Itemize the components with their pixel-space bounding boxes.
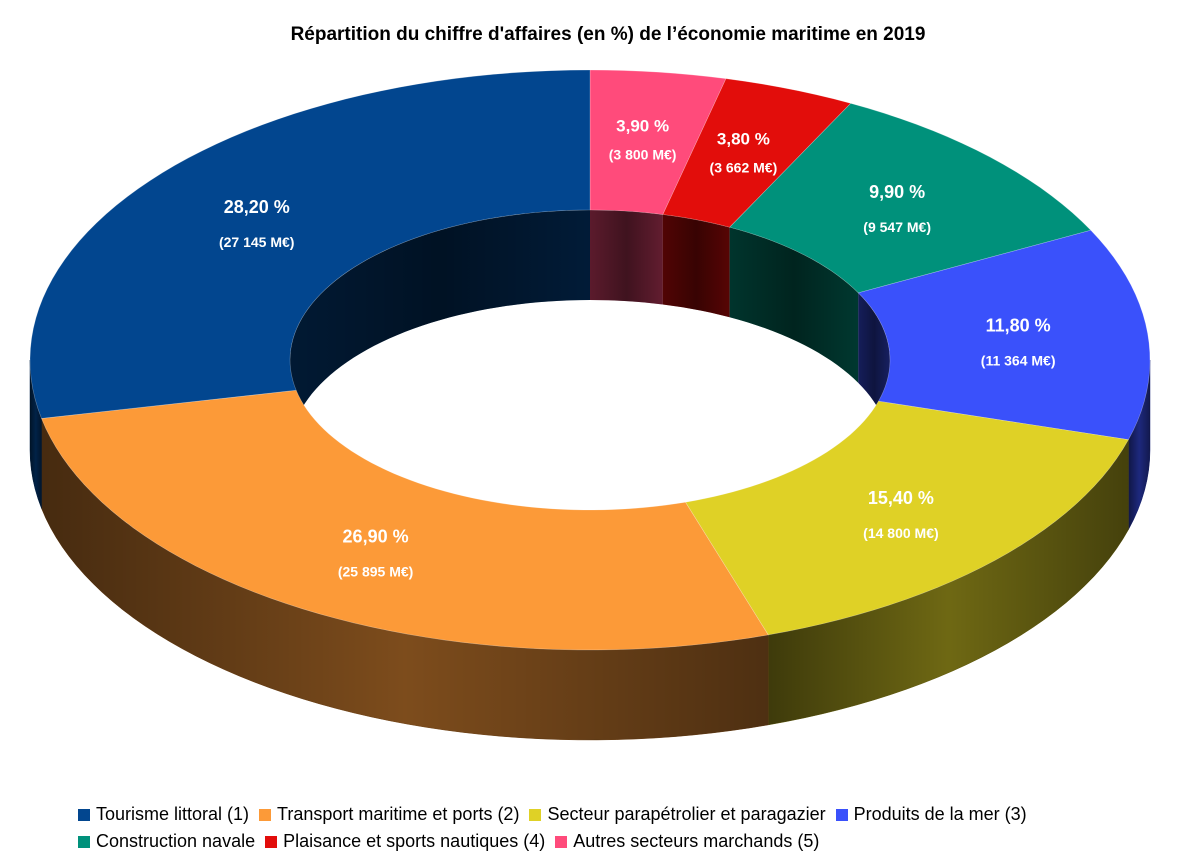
inner-wall-shade bbox=[290, 210, 590, 450]
slice-tops bbox=[29, 69, 1151, 651]
legend-row: Tourisme littoral (1) Transport maritime … bbox=[78, 801, 1178, 828]
legend-item: Secteur parapétrolier et paragazier bbox=[529, 804, 826, 825]
legend-label: Transport maritime et ports (2) bbox=[277, 804, 520, 824]
slice-0 bbox=[29, 69, 591, 419]
slice-labels: 3,90 % (3 800 M€) 3,80 % (3 662 M€) 9,90 % (9… bbox=[219, 117, 1056, 580]
legend-swatch bbox=[78, 835, 90, 848]
legend-label: Tourisme littoral (1) bbox=[96, 804, 250, 824]
slice-amount-label: (25 895 M€) bbox=[338, 564, 413, 580]
outer-walls bbox=[29, 359, 1151, 741]
legend-swatch bbox=[555, 835, 568, 848]
legend-item: Autres secteurs marchands (5) bbox=[555, 831, 819, 852]
slice-amount-label: (3 800 M€) bbox=[609, 147, 677, 163]
slice-pct-label: 11,80 % bbox=[986, 316, 1051, 336]
legend-label: Produits de la mer (3) bbox=[853, 804, 1027, 824]
legend-swatch bbox=[78, 808, 90, 821]
outer-wall-shade bbox=[41, 418, 769, 740]
inner-wall-shade bbox=[729, 227, 859, 383]
legend-item: Construction navale bbox=[78, 831, 255, 852]
legend-swatch bbox=[259, 808, 272, 821]
slice-amount-label: (11 364 M€) bbox=[981, 353, 1056, 369]
legend-label: Plaisance et sports nautiques (4) bbox=[283, 831, 546, 851]
chart-title: Répartition du chiffre d'affaires (en %)… bbox=[290, 24, 926, 45]
inner-wall-shade bbox=[590, 210, 663, 305]
outer-wall-shade bbox=[768, 439, 1129, 725]
legend-row: Construction navale Plaisance et sports n… bbox=[78, 828, 1178, 855]
legend-swatch bbox=[265, 835, 278, 848]
slice-pct-label: 15,40 % bbox=[868, 488, 934, 508]
inner-wall-shade bbox=[662, 214, 730, 318]
slice-pct-label: 3,80 % bbox=[717, 129, 770, 148]
legend-item: Transport maritime et ports (2) bbox=[259, 804, 519, 825]
legend-swatch bbox=[835, 808, 848, 821]
donut-chart: 3,90 % (3 800 M€) 3,80 % (3 662 M€) 9,90 % (9… bbox=[29, 69, 1151, 741]
outer-wall-shade bbox=[1128, 360, 1150, 530]
slice-pct-label: 26,90 % bbox=[343, 527, 409, 547]
slice-amount-label: (27 145 M€) bbox=[219, 234, 294, 250]
legend-swatch bbox=[529, 808, 542, 821]
slice-amount-label: (3 662 M€) bbox=[710, 159, 778, 175]
slice-amount-label: (14 800 M€) bbox=[863, 525, 938, 541]
legend-item: Tourisme littoral (1) bbox=[78, 804, 249, 825]
slice-amount-label: (9 547 M€) bbox=[863, 219, 931, 235]
slice-pct-label: 3,90 % bbox=[616, 117, 669, 136]
slice-pct-label: 28,20 % bbox=[224, 197, 290, 217]
legend-label: Autres secteurs marchands (5) bbox=[573, 831, 820, 851]
legend: Tourisme littoral (1) Transport maritime … bbox=[78, 801, 1178, 855]
legend-label: Construction navale bbox=[96, 831, 256, 851]
legend-item: Produits de la mer (3) bbox=[835, 804, 1027, 825]
outer-wall-shade bbox=[30, 360, 42, 509]
legend-label: Secteur parapétrolier et paragazier bbox=[547, 804, 826, 824]
legend-item: Plaisance et sports nautiques (4) bbox=[265, 831, 545, 852]
slice-pct-label: 9,90 % bbox=[869, 182, 925, 202]
